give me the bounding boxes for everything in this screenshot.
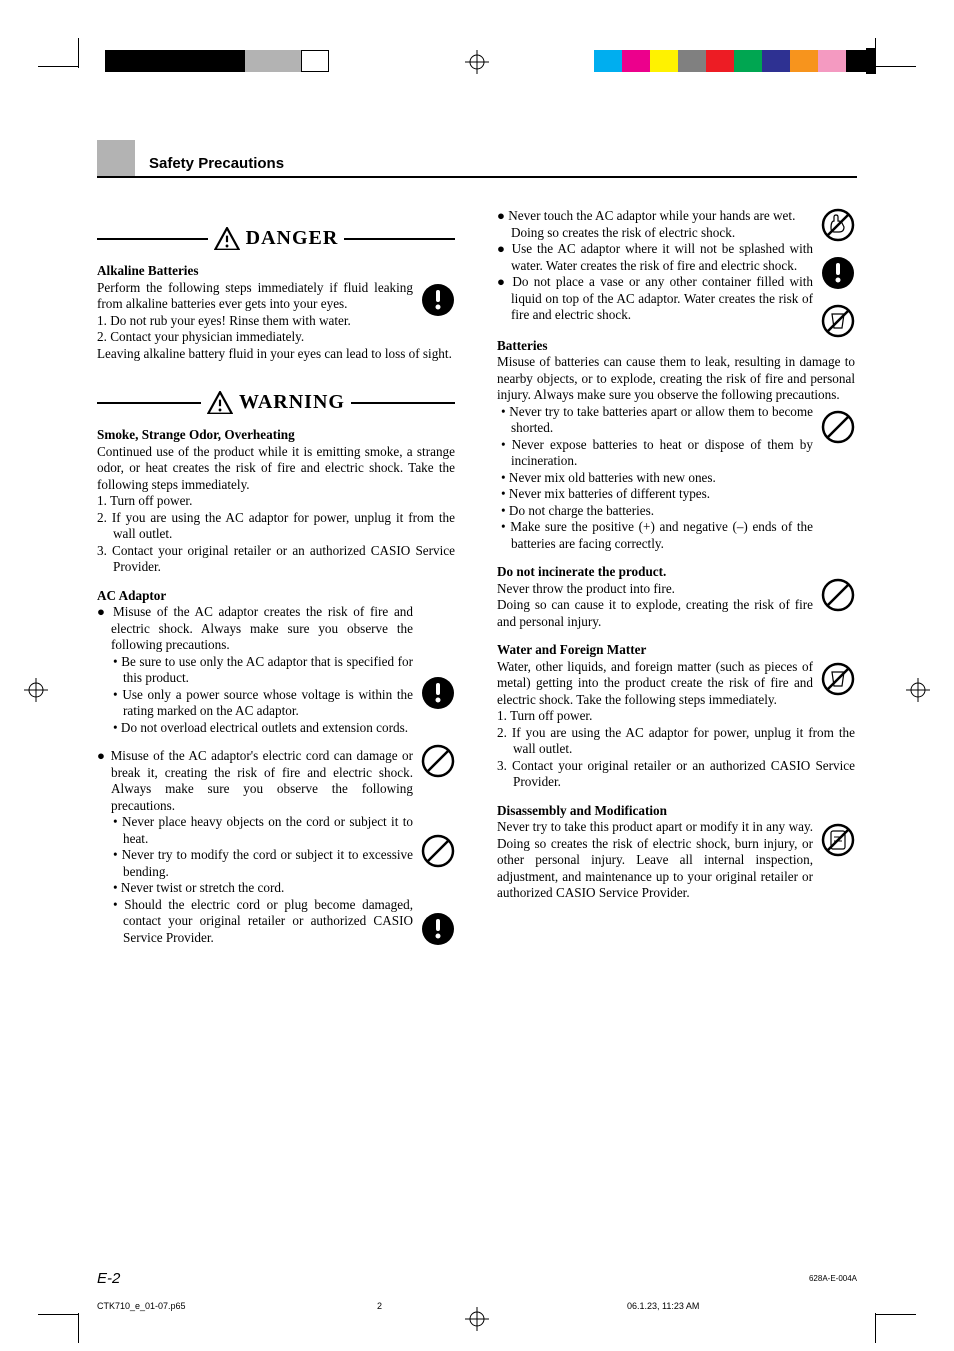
batt-b2: Never expose batteries to heat or dispos… (511, 437, 813, 469)
registration-mark-top (465, 50, 489, 74)
touch-block: ● Never touch the AC adaptor while your … (497, 208, 855, 324)
page-content: Safety Precautions DANGER Alkaline Batte… (97, 140, 857, 946)
ac-b3: Do not overload electrical outlets and e… (121, 720, 408, 735)
incin-block: Do not incinerate the product. Never thr… (497, 564, 855, 630)
water-1: 1. Turn off power. (497, 708, 855, 725)
ac-b1: Be sure to use only the AC adaptor that … (121, 654, 413, 686)
alkaline-step-1: 1. Do not rub your eyes! Rinse them with… (97, 313, 455, 330)
left-column: DANGER Alkaline Batteries Perform the fo… (97, 208, 455, 946)
crop-bottom-right (860, 1301, 916, 1343)
alkaline-block: Alkaline Batteries Perform the following… (97, 263, 455, 313)
batt-b6: Make sure the positive (+) and negative … (510, 519, 813, 551)
alkaline-step-2: 2. Contact your physician immediately. (97, 329, 455, 346)
smoke-title: Smoke, Strange Odor, Overheating (97, 427, 455, 444)
disasm-block: Disassembly and Modification Never try t… (497, 803, 855, 902)
mandatory-icon (421, 912, 455, 946)
alkaline-title: Alkaline Batteries (97, 263, 413, 280)
no-liquid-icon (821, 662, 855, 696)
danger-label: DANGER (246, 226, 339, 251)
crop-bottom-left (38, 1301, 94, 1343)
cord-b2: Never try to modify the cord or subject … (122, 847, 413, 879)
batt-b5: Do not charge the batteries. (509, 503, 654, 518)
smoke-2: 2. If you are using the AC adaptor for p… (97, 510, 455, 543)
batt-b4: Never mix batteries of different types. (509, 486, 710, 501)
water-intro: Water, other liquids, and foreign matter… (497, 659, 813, 709)
smoke-intro: Continued use of the product while it is… (97, 444, 455, 494)
right-column: ● Never touch the AC adaptor while your … (497, 208, 855, 946)
mandatory-icon (821, 256, 855, 290)
batt-intro: Misuse of batteries can cause them to le… (497, 354, 855, 404)
smoke-3: 3. Contact your original retailer or an … (97, 543, 455, 576)
alkaline-intro: Perform the following steps immediately … (97, 280, 413, 313)
doc-code: 628A-E-004A (809, 1274, 857, 1283)
warning-triangle-icon (207, 392, 233, 414)
batt-block: • Never try to take batteries apart or a… (497, 404, 855, 553)
no-wet-hands-icon (821, 208, 855, 242)
incin-1: Never throw the product into fire. (497, 581, 813, 598)
smoke-1: 1. Turn off power. (97, 493, 455, 510)
section-header: Safety Precautions (97, 140, 857, 178)
warning-triangle-icon (214, 228, 240, 250)
disasm-title: Disassembly and Modification (497, 803, 813, 820)
ac-b2: Use only a power source whose voltage is… (122, 687, 413, 719)
registration-mark-right (906, 678, 930, 702)
batt-b3: Never mix old batteries with new ones. (509, 470, 716, 485)
alkaline-after: Leaving alkaline battery fluid in your e… (97, 346, 455, 363)
no-disassembly-icon (821, 823, 855, 857)
ac-title: AC Adaptor (97, 588, 455, 605)
cord-intro: Misuse of the AC adaptor's electric cord… (111, 748, 413, 813)
water-2: 2. If you are using the AC adaptor for p… (497, 725, 855, 758)
prohibition-icon (421, 834, 455, 868)
cord-block: ● Misuse of the AC adaptor's electric co… (97, 748, 455, 946)
incin-title: Do not incinerate the product. (497, 564, 813, 581)
warning-banner: WARNING (97, 390, 455, 415)
footer-date: 06.1.23, 11:23 AM (627, 1301, 699, 1311)
section-title: Safety Precautions (149, 155, 284, 176)
footer-file: CTK710_e_01-07.p65 (97, 1301, 186, 1311)
incin-2: Doing so can cause it to explode, creati… (497, 597, 813, 630)
touch-text: Never touch the AC adaptor while your ha… (508, 208, 795, 223)
disasm-body: Never try to take this product apart or … (497, 819, 813, 902)
cord-b3: Never twist or stretch the cord. (121, 880, 284, 895)
registration-mark-left (24, 678, 48, 702)
footer-page: 2 (377, 1301, 382, 1311)
mandatory-icon (421, 676, 455, 710)
warning-label: WARNING (239, 390, 345, 415)
cord-b4: Should the electric cord or plug become … (123, 897, 413, 945)
batt-b1: Never try to take batteries apart or all… (509, 404, 813, 436)
ac-intro: Misuse of the AC adaptor creates the ris… (111, 604, 413, 652)
danger-banner: DANGER (97, 226, 455, 251)
no-liquid-icon (821, 304, 855, 338)
page-number: E-2 (97, 1270, 120, 1287)
batt-title: Batteries (497, 338, 855, 355)
water-block: Water and Foreign Matter Water, other li… (497, 642, 855, 708)
ac-block: ● Misuse of the AC adaptor creates the r… (97, 604, 455, 736)
cord-b1: Never place heavy objects on the cord or… (122, 814, 413, 846)
water-title: Water and Foreign Matter (497, 642, 813, 659)
footer-info: CTK710_e_01-07.p65 2 06.1.23, 11:23 AM (97, 1301, 857, 1311)
mandatory-icon (421, 283, 455, 317)
vase-text: Do not place a vase or any other contain… (511, 274, 813, 322)
prohibition-icon (821, 578, 855, 612)
header-grey-box (97, 140, 135, 176)
touch-sub: Doing so creates the risk of electric sh… (497, 225, 813, 242)
splash-text: Use the AC adaptor where it will not be … (511, 241, 813, 273)
prohibition-icon (821, 410, 855, 444)
water-3: 3. Contact your original retailer or an … (497, 758, 855, 791)
